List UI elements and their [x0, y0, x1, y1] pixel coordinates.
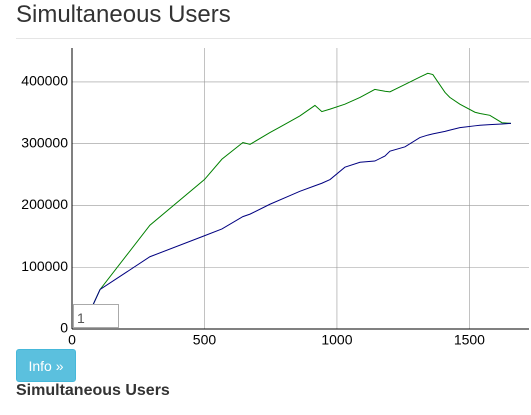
x-tick-label: 500 — [193, 332, 217, 348]
y-tick-label: 100000 — [21, 258, 68, 274]
x-tick-label: 1500 — [454, 332, 485, 348]
y-tick-label: 300000 — [21, 134, 68, 150]
chart: 0 100000 200000 300000 400000 0 500 1000 1500 — [21, 48, 529, 348]
roll-period-input[interactable]: 1 — [73, 304, 119, 328]
divider — [16, 38, 531, 39]
page-title: Simultaneous Users — [16, 1, 231, 28]
caption: Simultaneous Users — [16, 382, 170, 399]
y-tick-label: 0 — [60, 320, 68, 336]
series-line — [91, 72, 512, 308]
series-line — [91, 122, 512, 308]
x-tick-label: 1000 — [321, 332, 352, 348]
x-tick-label: 0 — [68, 332, 76, 348]
y-tick-label: 200000 — [21, 196, 68, 212]
y-tick-label: 400000 — [21, 73, 68, 89]
info-button[interactable]: Info » — [16, 349, 76, 382]
